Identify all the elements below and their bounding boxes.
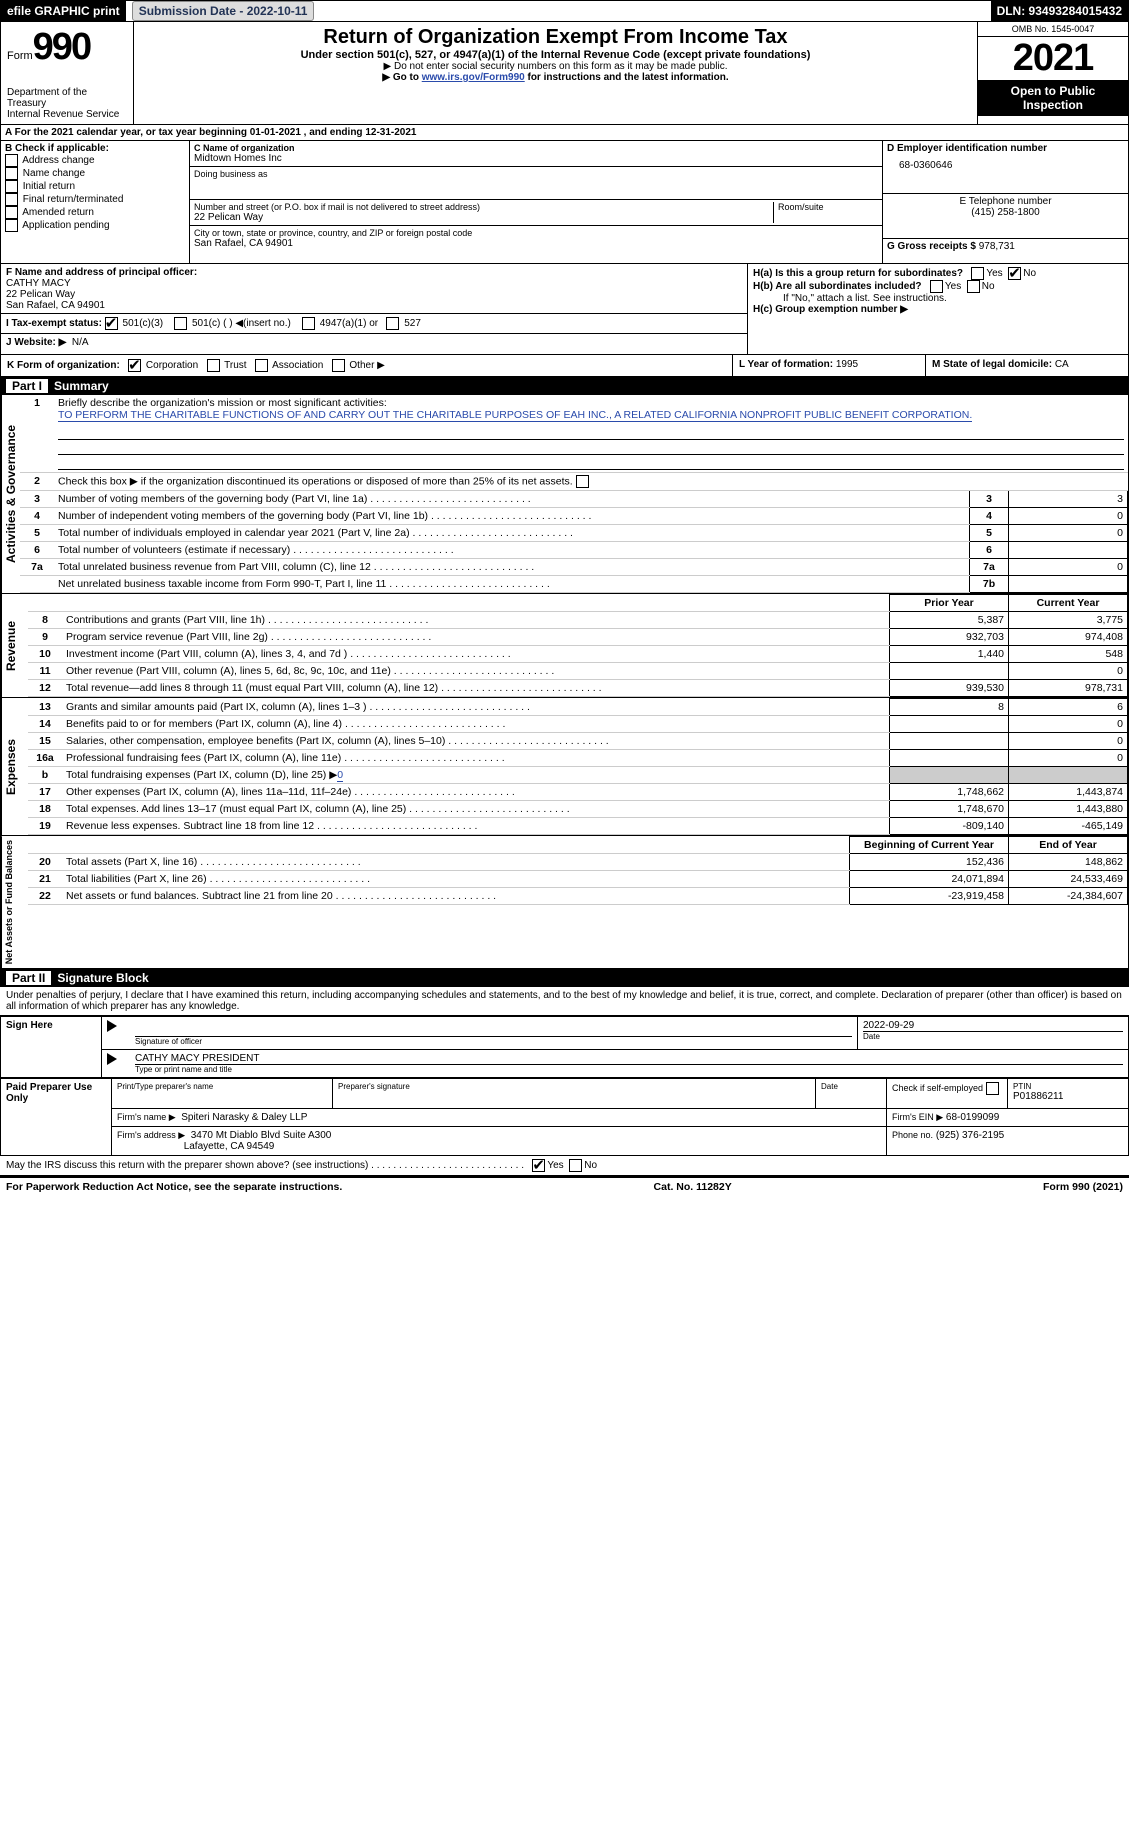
- section-b: B Check if applicable: Address change Na…: [1, 141, 190, 263]
- part1-header: Part ISummary: [0, 377, 1129, 395]
- side-revenue: Revenue: [1, 594, 28, 697]
- self-employed-checkbox[interactable]: [986, 1082, 999, 1095]
- inspection-label: Open to Public Inspection: [978, 80, 1128, 116]
- initial-return-checkbox[interactable]: [5, 180, 18, 193]
- year-formation: 1995: [836, 359, 858, 370]
- officer-h-block: F Name and address of principal officer:…: [0, 264, 1129, 355]
- website: N/A: [72, 337, 89, 348]
- dln-label: DLN: 93493284015432: [991, 1, 1128, 21]
- discuss-no-checkbox[interactable]: [569, 1159, 582, 1172]
- period-row: A For the 2021 calendar year, or tax yea…: [0, 125, 1129, 141]
- identity-block: B Check if applicable: Address change Na…: [0, 141, 1129, 264]
- val-7b: [1009, 576, 1128, 593]
- discuss-row: May the IRS discuss this return with the…: [0, 1156, 1129, 1176]
- dept-label: Department of the Treasury Internal Reve…: [7, 87, 127, 120]
- governance-table: 1 Briefly describe the organization's mi…: [20, 395, 1128, 593]
- form-number-block: Form990 Department of the Treasury Inter…: [1, 22, 134, 124]
- paid-preparer-block: Paid Preparer Use Only Print/Type prepar…: [0, 1078, 1129, 1156]
- firm-name: Spiteri Narasky & Daley LLP: [181, 1112, 307, 1123]
- ein: 68-0360646: [887, 154, 1124, 171]
- phone: (415) 258-1800: [887, 207, 1124, 218]
- irs-link[interactable]: www.irs.gov/Form990: [422, 72, 525, 83]
- final-return-checkbox[interactable]: [5, 193, 18, 206]
- val-6: [1009, 542, 1128, 559]
- side-expenses: Expenses: [1, 698, 28, 835]
- sign-here-block: Sign Here Signature of officer 2022-09-2…: [0, 1016, 1129, 1078]
- 501c3-checkbox[interactable]: [105, 317, 118, 330]
- state-domicile: CA: [1055, 359, 1069, 370]
- org-name: Midtown Homes Inc: [194, 153, 878, 164]
- org-street: 22 Pelican Way: [194, 212, 773, 223]
- expenses-table: 13Grants and similar amounts paid (Part …: [28, 698, 1128, 835]
- val-5: 0: [1009, 525, 1128, 542]
- signer-name: CATHY MACY PRESIDENT: [135, 1053, 1123, 1065]
- triangle-icon: [107, 1053, 117, 1065]
- efile-label: efile GRAPHIC print: [1, 1, 126, 21]
- footer-bar: For Paperwork Reduction Act Notice, see …: [0, 1176, 1129, 1196]
- form-header-row: Form990 Department of the Treasury Inter…: [0, 22, 1129, 125]
- officer-name: CATHY MACY: [6, 278, 742, 289]
- val-4: 0: [1009, 508, 1128, 525]
- section-d: D Employer identification number 68-0360…: [883, 141, 1128, 263]
- name-change-checkbox[interactable]: [5, 167, 18, 180]
- firm-addr: 3470 Mt Diablo Blvd Suite A300: [191, 1130, 332, 1141]
- gross-receipts: 978,731: [979, 241, 1015, 252]
- form-subtitle: Under section 501(c), 527, or 4947(a)(1)…: [140, 49, 971, 61]
- ptin: P01886211: [1013, 1091, 1123, 1102]
- firm-phone: (925) 376-2195: [936, 1130, 1004, 1141]
- addr-change-checkbox[interactable]: [5, 154, 18, 167]
- form-title: Return of Organization Exempt From Incom…: [140, 26, 971, 49]
- efile-header-bar: efile GRAPHIC print Submission Date - 20…: [0, 0, 1129, 22]
- sign-date: 2022-09-29: [863, 1020, 1123, 1032]
- discontinued-checkbox[interactable]: [576, 475, 589, 488]
- discuss-yes-checkbox[interactable]: [532, 1159, 545, 1172]
- val-7a: 0: [1009, 559, 1128, 576]
- submission-date-button[interactable]: Submission Date - 2022-10-11: [132, 1, 315, 21]
- side-governance: Activities & Governance: [1, 395, 20, 593]
- year-block: OMB No. 1545-0047 2021 Open to Public In…: [978, 22, 1128, 124]
- title-block: Return of Organization Exempt From Incom…: [134, 22, 978, 124]
- penalties-text: Under penalties of perjury, I declare th…: [0, 987, 1129, 1016]
- amended-checkbox[interactable]: [5, 206, 18, 219]
- tax-year: 2021: [978, 37, 1128, 80]
- side-netassets: Net Assets or Fund Balances: [1, 836, 28, 968]
- netassets-table: Beginning of Current YearEnd of Year 20T…: [28, 836, 1128, 905]
- part2-header: Part IISignature Block: [0, 969, 1129, 987]
- triangle-icon: [107, 1020, 117, 1032]
- org-city: San Rafael, CA 94901: [194, 238, 878, 249]
- mission-text: TO PERFORM THE CHARITABLE FUNCTIONS OF A…: [58, 409, 972, 422]
- corp-checkbox[interactable]: [128, 359, 141, 372]
- ha-no-checkbox[interactable]: [1008, 267, 1021, 280]
- revenue-table: Prior YearCurrent Year 8Contributions an…: [28, 594, 1128, 697]
- firm-ein: 68-0199099: [946, 1112, 999, 1123]
- omb-label: OMB No. 1545-0047: [978, 22, 1128, 37]
- section-c: C Name of organization Midtown Homes Inc…: [190, 141, 883, 263]
- k-l-m-row: K Form of organization: Corporation Trus…: [0, 355, 1129, 377]
- goto-note: ▶ Go to www.irs.gov/Form990 for instruct…: [140, 72, 971, 83]
- ssn-note: ▶ Do not enter social security numbers o…: [140, 61, 971, 72]
- val-3: 3: [1009, 491, 1128, 508]
- app-pending-checkbox[interactable]: [5, 219, 18, 232]
